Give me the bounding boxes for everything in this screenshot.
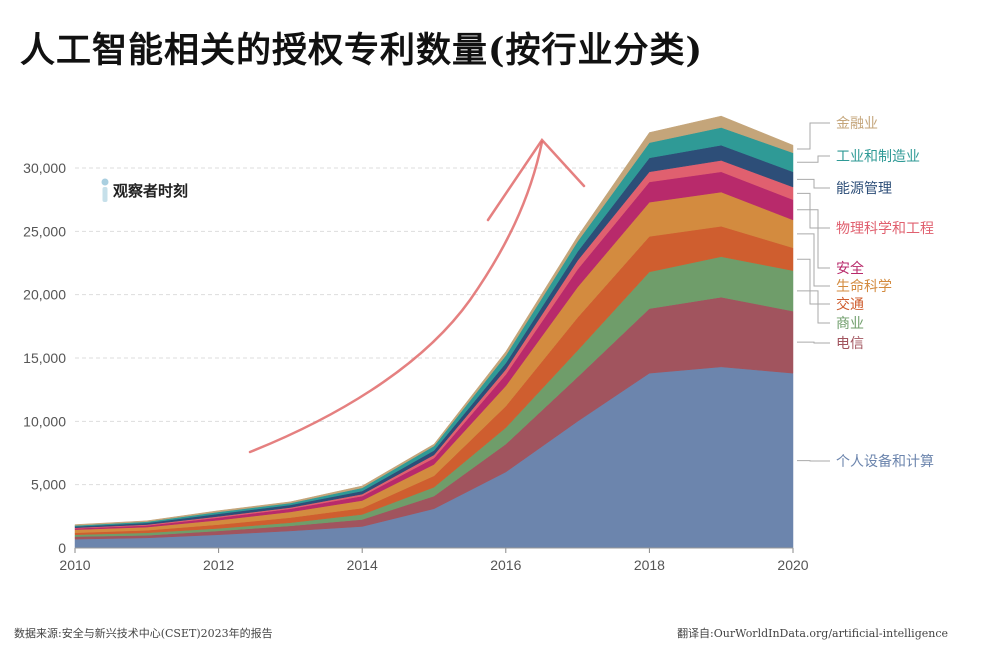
annotation-label: 观察者时刻	[113, 182, 188, 200]
x-tick-label: 2020	[777, 557, 808, 573]
y-tick-label: 0	[58, 540, 66, 556]
legend-label: 交通	[836, 296, 864, 313]
legend-connector	[797, 209, 830, 269]
y-tick-label: 10,000	[23, 413, 66, 429]
legend-connector	[797, 122, 830, 150]
legend-connector	[797, 233, 830, 287]
legend-label: 能源管理	[836, 181, 892, 197]
footer-translated-from: 翻译自:OurWorldInData.org/artificial-intell…	[677, 627, 948, 640]
area-series	[74, 115, 794, 526]
legend-label: 金融业	[836, 116, 878, 132]
legend-connector	[797, 290, 830, 324]
legend-label: 商业	[836, 316, 864, 332]
stacked-area-chart: 0 5,000 10,000 15,000 20,000 25,000 30,000 2010…	[23, 115, 934, 573]
legend-connector	[797, 155, 830, 163]
annotation-arrow	[248, 137, 586, 454]
legend-connector	[797, 258, 830, 305]
y-tick-label: 25,000	[23, 223, 66, 239]
legend-label: 电信	[836, 336, 864, 352]
x-tick-label: 2010	[59, 557, 90, 573]
chart-title: 人工智能相关的授权专利数量(按行业分类)	[20, 30, 704, 71]
legend-connector	[797, 192, 830, 229]
x-tick-label: 2016	[490, 557, 521, 573]
legend-label: 生命科学	[836, 278, 892, 295]
y-tick-label: 5,000	[31, 477, 66, 493]
x-tick-label: 2018	[634, 557, 665, 573]
y-tick-label: 15,000	[23, 350, 66, 366]
x-tick-label: 2014	[347, 557, 378, 573]
y-tick-label: 20,000	[23, 287, 66, 303]
x-tick-label: 2012	[203, 557, 234, 573]
legend-connector	[797, 178, 830, 189]
footer-source: 数据来源:安全与新兴技术中心(CSET)2023年的报告	[14, 627, 273, 640]
legend-label: 安全	[836, 260, 864, 277]
info-pin-icon	[101, 178, 109, 202]
legend-label: 物理科学和工程	[836, 221, 934, 237]
y-tick-label: 30,000	[23, 160, 66, 176]
legend-label: 工业和制造业	[836, 149, 920, 165]
legend-label: 个人设备和计算	[836, 453, 934, 470]
legend-connector	[797, 341, 830, 344]
